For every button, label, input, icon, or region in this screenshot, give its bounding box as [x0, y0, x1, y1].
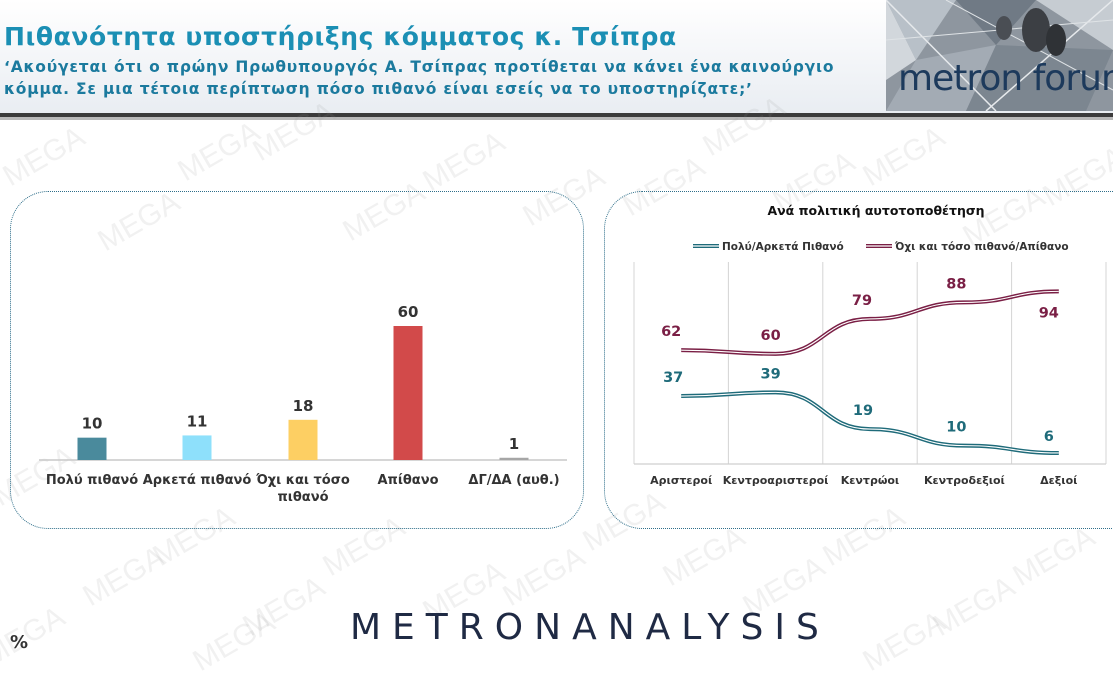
metron-forum-logo: metron forum 2 [886, 0, 1113, 111]
watermark-text: MEGA [857, 605, 951, 678]
watermark-text: MEGA [172, 115, 266, 188]
data-label: 88 [946, 276, 966, 292]
data-label: 19 [853, 403, 873, 419]
category-label: Όχι και τόσο πιθανό [255, 473, 350, 505]
watermark-text: MEGA [857, 120, 951, 193]
category-label: Πολύ πιθανό [46, 473, 138, 488]
legend-label: Όχι και τόσο πιθανό/Απίθανο [894, 241, 1069, 253]
watermark-text: MEGA [927, 570, 1021, 643]
page-title: Πιθανότητα υποστήριξης κόμματος κ. Τσίπρ… [4, 22, 677, 51]
watermark-text: MEGA [77, 540, 171, 613]
watermark-text: MEGA [417, 125, 511, 198]
watermark-text: MEGA [237, 570, 331, 643]
bar-value-label: 10 [82, 415, 103, 433]
category-label: Αριστεροί [650, 474, 712, 487]
chart-title: Ανά πολιτική αυτοτοποθέτηση [767, 203, 984, 218]
watermark-text: MEGA [187, 605, 281, 678]
ideology-line-chart: Ανά πολιτική αυτοτοποθέτηση Πολύ/Αρκετά Π… [633, 203, 1107, 487]
bar [182, 435, 212, 460]
category-label: Κεντρώοι [841, 474, 899, 487]
overall-bar-chart: 10 11 18 60 1 Πολύ πιθανό Αρκετά πιθανό Όχι και… [39, 303, 567, 505]
bar [393, 326, 423, 460]
category-label: ΔΓ/ΔΑ (αυθ.) [468, 473, 559, 488]
header-banner: Πιθανότητα υποστήριξης κόμματος κ. Τσίπρ… [0, 0, 1113, 113]
header-divider [0, 113, 1113, 117]
watermark-text: MEGA [497, 540, 591, 613]
metron-analysis-logo: METRONANALYSIS [350, 607, 830, 648]
survey-question: ‘Ακούγεται ότι ο πρώην Πρωθυπουργός Α. Τ… [4, 58, 835, 98]
legend-label: Πολύ/Αρκετά Πιθανό [722, 241, 844, 253]
category-label: Απίθανο [377, 473, 438, 488]
bar-value-label: 60 [398, 303, 419, 321]
series-line-highlight [681, 290, 1059, 355]
data-label: 39 [761, 366, 781, 382]
series-line [681, 390, 1059, 455]
data-label: 62 [661, 324, 681, 340]
bar-value-label: 18 [293, 397, 314, 415]
data-label: 79 [852, 293, 872, 309]
logo-background-image [886, 0, 1113, 111]
overall-chart-panel: 10 11 18 60 1 Πολύ πιθανό Αρκετά πιθανό Όχι και… [10, 191, 584, 529]
data-label: 94 [1039, 305, 1059, 321]
bar [288, 419, 318, 460]
category-label: Κεντροαριστεροί [723, 474, 829, 487]
header-divider-shadow [0, 117, 1113, 120]
category-label: Δεξιοί [1040, 474, 1077, 487]
category-label: Κεντροδεξιοί [924, 474, 1005, 487]
series-line-highlight [681, 391, 1059, 454]
category-label: Αρκετά πιθανό [143, 473, 252, 488]
data-label: 37 [663, 370, 683, 386]
data-label: 6 [1044, 429, 1054, 445]
bar [77, 437, 107, 460]
logo-text: metron forum 2 [898, 58, 1113, 99]
bar-value-label: 11 [187, 412, 208, 430]
bar [499, 457, 529, 460]
data-label: 60 [761, 328, 781, 344]
watermark-text: MEGA [657, 520, 751, 593]
bar-value-label: 1 [509, 435, 519, 453]
watermark-text: MEGA [0, 120, 91, 193]
unit-label: % [10, 632, 29, 653]
ideology-chart-panel: Ανά πολιτική αυτοτοποθέτηση Πολύ/Αρκετά Π… [604, 191, 1113, 529]
watermark-text: MEGA [1007, 520, 1101, 593]
data-label: 10 [946, 420, 966, 436]
